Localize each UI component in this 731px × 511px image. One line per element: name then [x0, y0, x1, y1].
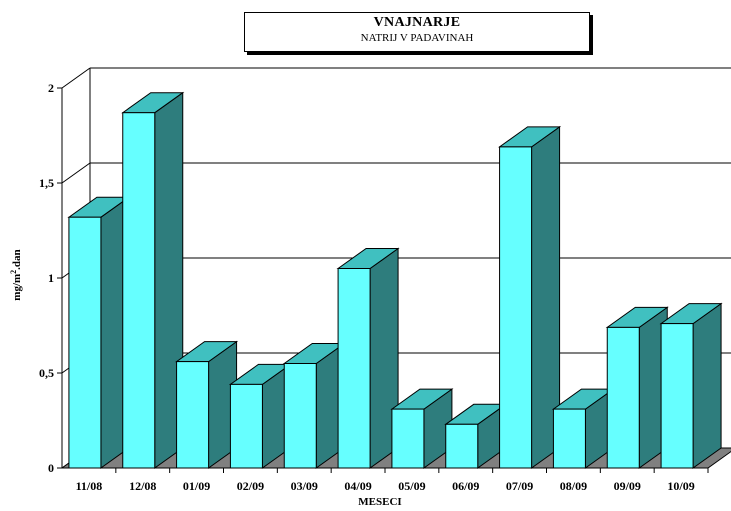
grid-depth-line [61, 67, 91, 89]
y-tick-label: 1 [48, 271, 54, 285]
y-axis-title-main: mg/m [11, 274, 23, 301]
bar [175, 340, 239, 469]
x-tick-labels: 11/08 12/08 01/09 02/09 03/09 04/09 05/09 06/09… [76, 479, 695, 493]
bar-front [660, 323, 694, 469]
bar [551, 388, 615, 469]
bar-front [606, 326, 640, 469]
bar [228, 363, 292, 469]
chart-title: VNAJNARJE [373, 15, 461, 30]
bar-side [692, 302, 722, 469]
bar [121, 91, 185, 469]
x-tick-label: 11/08 [76, 479, 103, 493]
bar [498, 125, 562, 469]
bar-front [283, 363, 317, 469]
bars-group [67, 91, 723, 469]
y-axis-title-tail: .dan [11, 249, 23, 270]
y-tick-label: 0,5 [39, 366, 54, 380]
chart-axes [57, 87, 709, 473]
y-axis-title-sup: 2 [9, 270, 18, 274]
x-tick-label: 08/09 [560, 479, 587, 493]
bar [282, 342, 346, 469]
x-axis-title: MESECI [358, 496, 401, 508]
bar-front [68, 216, 102, 469]
x-tick-label: 05/09 [398, 479, 425, 493]
chart-title-box: VNAJNARJE NATRIJ V PADAVINAH [244, 12, 590, 52]
bar-front [445, 423, 479, 469]
x-tick-label: 03/09 [291, 479, 318, 493]
y-axis-title: mg/m2.dan [9, 249, 24, 300]
bar-front [552, 408, 586, 469]
bar [659, 302, 723, 469]
x-tick-label: 09/09 [614, 479, 641, 493]
bar-front [391, 408, 425, 469]
bar [67, 196, 131, 469]
x-tick-label: 01/09 [183, 479, 210, 493]
bar [336, 247, 400, 469]
bar-front [337, 268, 371, 469]
y-tick-label: 0 [48, 461, 54, 475]
chart-subtitle: NATRIJ V PADAVINAH [360, 32, 474, 44]
x-tick-label: 04/09 [344, 479, 371, 493]
x-tick-label: 10/09 [667, 479, 694, 493]
x-tick-label: 12/08 [129, 479, 156, 493]
y-tick-label: 2 [48, 81, 54, 95]
x-tick-label: 07/09 [506, 479, 533, 493]
x-tick-label: 02/09 [237, 479, 264, 493]
bar-front [499, 146, 533, 469]
y-tick-labels: 0 0,5 1 1,5 2 [39, 81, 54, 475]
bar-front [229, 383, 263, 469]
bar-front [176, 361, 210, 469]
bar [605, 306, 669, 469]
bar [390, 388, 454, 469]
bar-front [122, 112, 156, 469]
x-tick-label: 06/09 [452, 479, 479, 493]
grid-depth-line [61, 162, 91, 184]
y-tick-label: 1,5 [39, 176, 54, 190]
